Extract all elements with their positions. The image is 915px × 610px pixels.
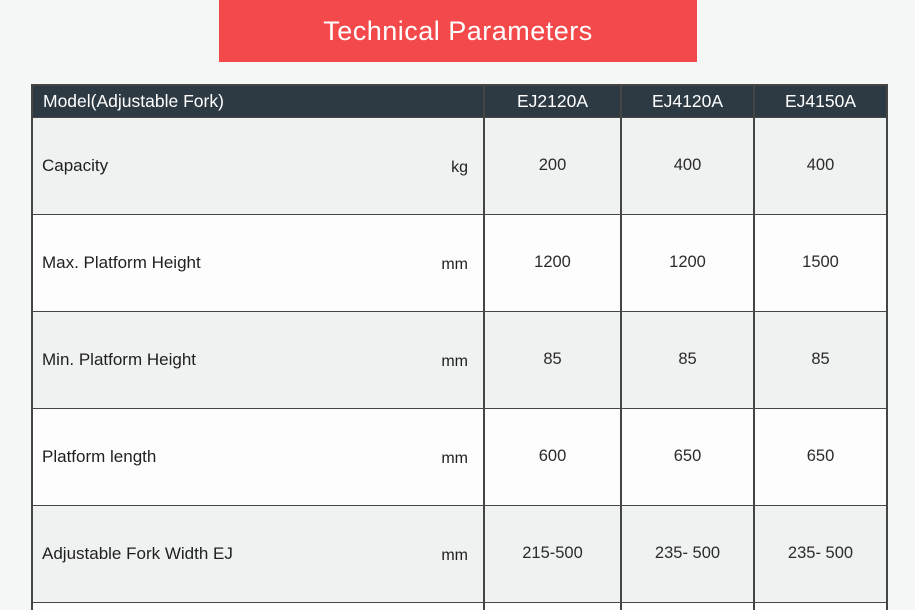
- param-label: Min. Platform Height: [42, 349, 196, 369]
- param-value-cell: 600: [483, 407, 621, 505]
- model-column-header: EJ4150A: [753, 84, 887, 117]
- param-label-wrap: Min. Platform Height mm: [42, 312, 468, 408]
- table-row: Platform length mm 600 650 650: [32, 407, 887, 505]
- param-label-cell: Front Wheel mm: [32, 601, 484, 610]
- model-column-header: EJ4120A: [620, 84, 754, 117]
- param-value-cell: 1200: [483, 213, 621, 311]
- param-label-wrap: Adjustable Fork Width EJ mm: [42, 506, 468, 602]
- param-label: Platform length: [42, 446, 157, 466]
- param-label: Max. Platform Height: [42, 252, 201, 272]
- param-label-wrap: Platform length mm: [42, 409, 468, 505]
- spec-table: Model(Adjustable Fork) EJ2120A EJ4120A E…: [31, 84, 888, 610]
- section-title: Technical Parameters: [323, 15, 593, 46]
- table-row: Min. Platform Height mm 85 85 85: [32, 310, 887, 408]
- param-label-cell: Min. Platform Height mm: [32, 310, 484, 408]
- param-label: Adjustable Fork Width EJ: [42, 543, 233, 563]
- param-label-wrap: Capacity kg: [42, 118, 468, 214]
- param-value-cell: 1500: [753, 213, 887, 311]
- table-row: Max. Platform Height mm 1200 1200 1500: [32, 213, 887, 311]
- param-value-cell: 650: [620, 407, 754, 505]
- param-value-cell: 85: [753, 310, 887, 408]
- param-label: Capacity: [42, 155, 109, 175]
- param-value-cell: 235- 500: [620, 504, 754, 602]
- param-value-cell: Ø75: [483, 601, 621, 610]
- param-unit: mm: [441, 449, 468, 467]
- param-value-cell: 85: [483, 310, 621, 408]
- param-label-cell: Capacity kg: [32, 116, 484, 214]
- param-label-cell: Adjustable Fork Width EJ mm: [32, 504, 484, 602]
- model-column-header: EJ2120A: [483, 84, 621, 117]
- section-title-banner: Technical Parameters: [219, 0, 697, 62]
- spec-table-body: Capacity kg 200 400 400 Max. Platform He…: [32, 116, 887, 610]
- table-row: Capacity kg 200 400 400: [32, 116, 887, 214]
- param-value-cell: 200: [483, 116, 621, 214]
- param-unit: mm: [441, 352, 468, 370]
- table-row: Front Wheel mm Ø75 Ø75 Ø75: [32, 601, 887, 610]
- param-value-cell: Ø75: [753, 601, 887, 610]
- header-row: Model(Adjustable Fork) EJ2120A EJ4120A E…: [32, 84, 887, 117]
- param-unit: mm: [441, 255, 468, 273]
- param-label-cell: Max. Platform Height mm: [32, 213, 484, 311]
- param-value-cell: 215-500: [483, 504, 621, 602]
- param-unit: kg: [451, 158, 468, 176]
- param-value-cell: Ø75: [620, 601, 754, 610]
- param-value-cell: 1200: [620, 213, 754, 311]
- param-value-cell: 235- 500: [753, 504, 887, 602]
- param-label-cell: Platform length mm: [32, 407, 484, 505]
- model-header-cell: Model(Adjustable Fork): [32, 84, 484, 117]
- param-value-cell: 650: [753, 407, 887, 505]
- param-label-wrap: Max. Platform Height mm: [42, 215, 468, 311]
- param-value-cell: 85: [620, 310, 754, 408]
- table-row: Adjustable Fork Width EJ mm 215-500 235-…: [32, 504, 887, 602]
- param-value-cell: 400: [753, 116, 887, 214]
- param-value-cell: 400: [620, 116, 754, 214]
- param-label-wrap: Front Wheel mm: [42, 603, 468, 610]
- param-unit: mm: [441, 546, 468, 564]
- spec-table-header: Model(Adjustable Fork) EJ2120A EJ4120A E…: [32, 84, 887, 117]
